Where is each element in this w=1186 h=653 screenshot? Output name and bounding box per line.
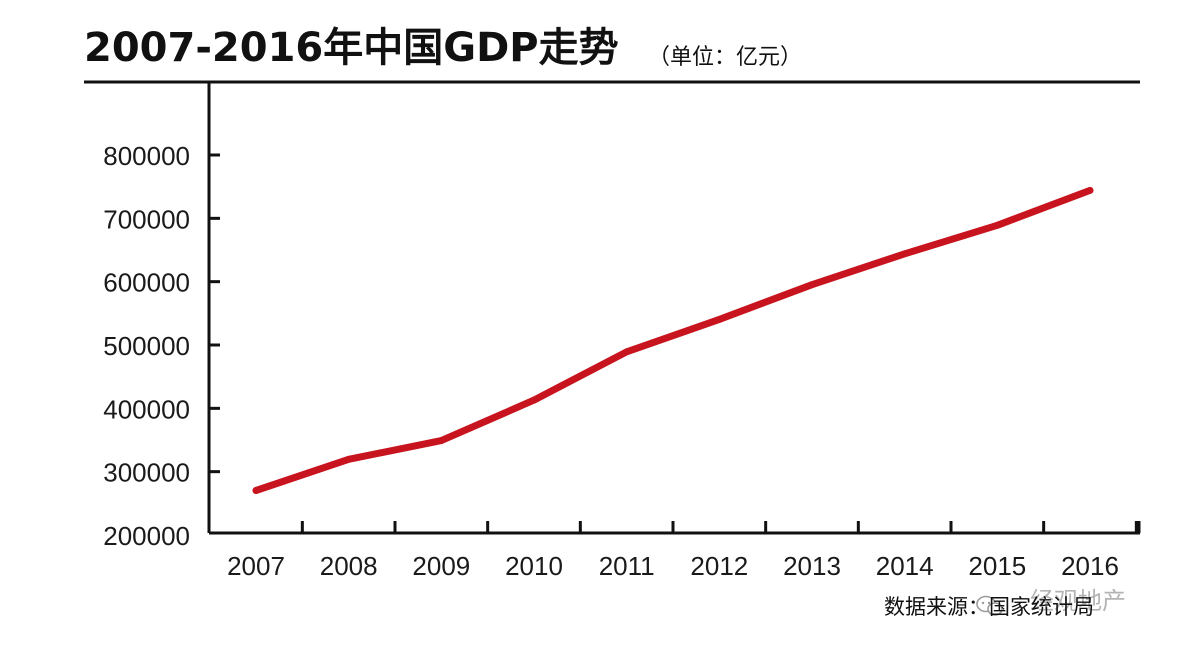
data-point-2010 bbox=[530, 396, 538, 404]
data-point-2012 bbox=[715, 316, 723, 323]
data-point-2009 bbox=[437, 437, 445, 444]
data-point-2016 bbox=[1086, 186, 1094, 194]
chart-unit-note: （单位：亿元） bbox=[648, 45, 802, 70]
x-tick-label: 2007 bbox=[227, 551, 285, 581]
y-tick-label: 300000 bbox=[103, 458, 190, 488]
data-point-2014 bbox=[901, 250, 909, 258]
y-tick-label: 400000 bbox=[103, 394, 190, 424]
watermark: 经观地产 bbox=[976, 587, 1126, 616]
data-point-2008 bbox=[345, 455, 353, 463]
x-tick-label: 2011 bbox=[599, 551, 655, 581]
x-tick-label: 2016 bbox=[1061, 551, 1119, 581]
wechat-logo-icon bbox=[976, 595, 1003, 616]
data-point-2013 bbox=[808, 281, 816, 289]
x-tick-label: 2014 bbox=[876, 551, 934, 581]
series-line-1 bbox=[252, 186, 1094, 494]
y-axis-ticks: 200000 300000 400000 500000 600000 700000 8000… bbox=[103, 141, 220, 551]
data-point-2015 bbox=[993, 221, 1001, 229]
y-tick-label: 800000 bbox=[103, 141, 190, 171]
y-tick-label: 600000 bbox=[103, 268, 190, 298]
x-tick-label: 2013 bbox=[783, 551, 841, 581]
series-layer bbox=[252, 186, 1094, 494]
x-tick-label: 2010 bbox=[505, 551, 563, 581]
y-tick-label: 500000 bbox=[103, 331, 190, 361]
x-axis-ticks: 2007 2008 2009 2010 2011 2012 2013 2014 2015 2016 bbox=[227, 521, 1141, 581]
x-tick-label: 2015 bbox=[968, 551, 1026, 581]
y-tick-label: 700000 bbox=[103, 204, 190, 234]
y-tick-label: 200000 bbox=[103, 521, 190, 551]
data-point-2011 bbox=[623, 348, 631, 356]
chart-title: 2007-2016年中国GDP走势 bbox=[84, 25, 619, 71]
x-tick-label: 2008 bbox=[320, 551, 378, 581]
data-source: 数据来源：国家统计局 bbox=[884, 595, 1094, 619]
data-point-2007 bbox=[252, 487, 260, 494]
x-tick-label: 2012 bbox=[690, 551, 748, 581]
x-tick-label: 2009 bbox=[412, 551, 470, 581]
watermark-text: 经观地产 bbox=[1030, 587, 1126, 615]
